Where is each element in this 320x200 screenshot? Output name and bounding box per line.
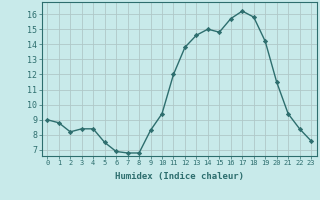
X-axis label: Humidex (Indice chaleur): Humidex (Indice chaleur) (115, 172, 244, 181)
